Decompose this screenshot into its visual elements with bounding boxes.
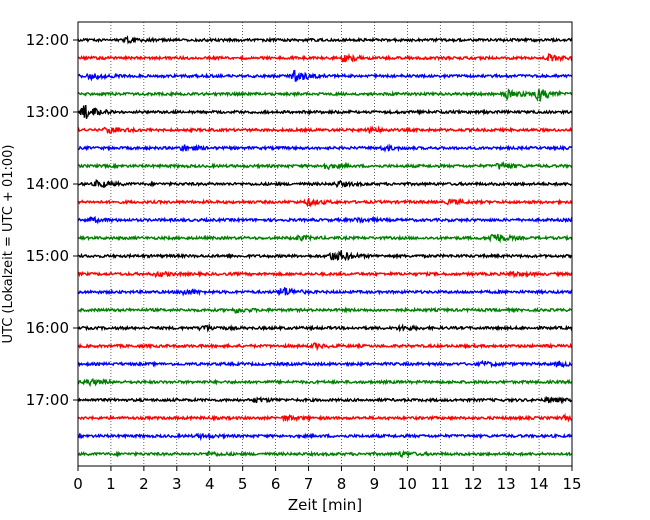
seismic-traces (77, 35, 573, 459)
trace-1715 (77, 412, 573, 423)
y-tick-label: 13:00 (26, 103, 69, 121)
trace-1730 (77, 432, 573, 442)
trace-1415 (77, 197, 573, 208)
x-tick-label: 15 (562, 475, 581, 493)
trace-1515 (77, 270, 573, 279)
x-tick-label: 8 (337, 475, 347, 493)
trace-1615 (77, 342, 573, 352)
y-axis-label: UTC (Lokalzeit = UTC + 01:00) (1, 145, 16, 344)
trace-1500 (77, 250, 573, 262)
y-tick-label: 14:00 (26, 175, 69, 193)
y-tick-label: 16:00 (26, 319, 69, 337)
y-tick-label: 12:00 (26, 31, 69, 49)
x-tick-label: 11 (431, 475, 450, 493)
x-tick-label: 2 (139, 475, 149, 493)
x-tick-label: 3 (172, 475, 182, 493)
y-tick-label: 15:00 (26, 247, 69, 265)
x-tick-label: 6 (271, 475, 281, 493)
x-tick-label: 12 (464, 475, 483, 493)
trace-1430 (77, 215, 573, 225)
x-tick-label: 7 (304, 475, 314, 493)
trace-1400 (77, 179, 573, 189)
trace-1330 (77, 143, 573, 153)
trace-1230 (77, 69, 573, 82)
trace-1645 (77, 377, 573, 388)
trace-1545 (77, 306, 573, 314)
trace-1530 (77, 287, 573, 297)
x-tick-label: 13 (497, 475, 516, 493)
trace-1345 (77, 160, 573, 171)
x-tick-label: 5 (238, 475, 248, 493)
x-tick-label: 10 (398, 475, 417, 493)
x-tick-label: 14 (530, 475, 549, 493)
trace-1300 (77, 104, 573, 119)
trace-1630 (77, 359, 573, 369)
trace-1245 (77, 88, 573, 102)
trace-1600 (77, 322, 573, 333)
x-tick-label: 4 (205, 475, 215, 493)
plot-frame (77, 21, 573, 467)
x-tick-label: 1 (106, 475, 116, 493)
grid-lines (110, 22, 540, 466)
x-tick-label: 0 (73, 475, 83, 493)
x-axis-ticks: 0 1 2 3 4 5 6 7 8 9 10 11 12 13 14 15 (73, 466, 582, 493)
x-axis-label: Zeit [min] (288, 496, 362, 514)
x-tick-label: 9 (370, 475, 380, 493)
trace-1215 (77, 52, 573, 63)
trace-1315 (77, 125, 573, 135)
trace-1700 (77, 395, 573, 405)
y-axis-ticks: 12:00 13:00 14:00 15:00 16:00 17:00 (26, 31, 78, 409)
trace-1445 (77, 233, 573, 244)
trace-1200 (77, 35, 573, 45)
trace-1745 (77, 449, 573, 459)
y-tick-label: 17:00 (26, 391, 69, 409)
